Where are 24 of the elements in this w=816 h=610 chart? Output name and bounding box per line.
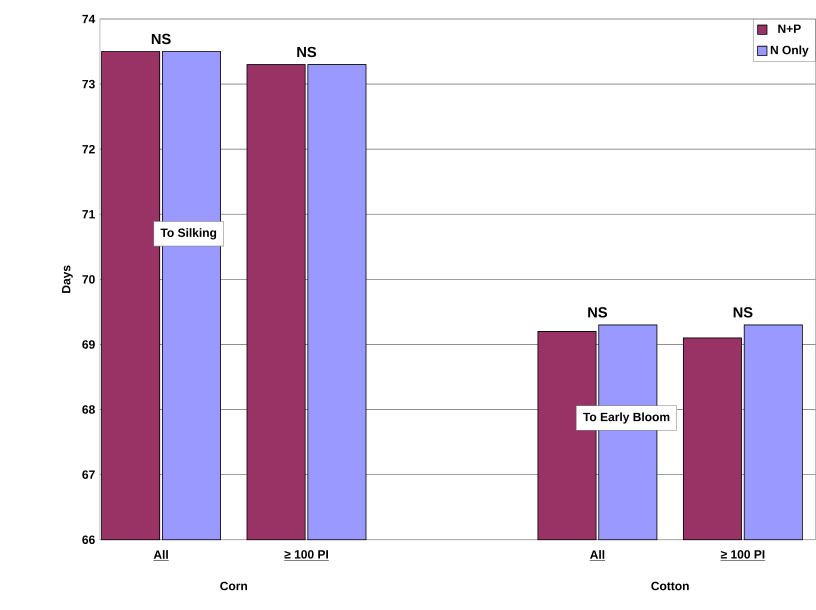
annotation: To Early Bloom: [583, 412, 670, 424]
annotation: NS: [588, 307, 608, 318]
x-tick-label: All: [590, 550, 604, 559]
annotation: NS: [734, 307, 752, 318]
y-tick-label: 70: [82, 275, 95, 284]
x-tick-label: All: [154, 550, 168, 559]
y-tick-label: 71: [82, 210, 95, 219]
x-tick-label: ≥ 100 PI: [284, 550, 328, 559]
y-axis-title: Days: [62, 266, 73, 294]
annotation: To Silking: [160, 228, 216, 240]
legend-label: N Only: [770, 46, 809, 57]
y-tick-label: 68: [82, 405, 95, 414]
annotation: NS: [152, 34, 171, 44]
y-tick-label: 74: [82, 15, 96, 24]
y-tick-label: 72: [82, 145, 95, 154]
y-tick-label: 69: [82, 340, 95, 349]
text: Corn: [220, 582, 248, 590]
y-tick-label: 67: [82, 470, 95, 480]
y-tick-label: 66: [82, 536, 95, 544]
y-tick-label: 73: [82, 80, 95, 88]
text: Cotton: [651, 582, 689, 590]
legend-label: N+P: [778, 24, 801, 33]
x-tick-label: ≥ 100 PI: [720, 550, 764, 559]
annotation: NS: [297, 46, 316, 58]
